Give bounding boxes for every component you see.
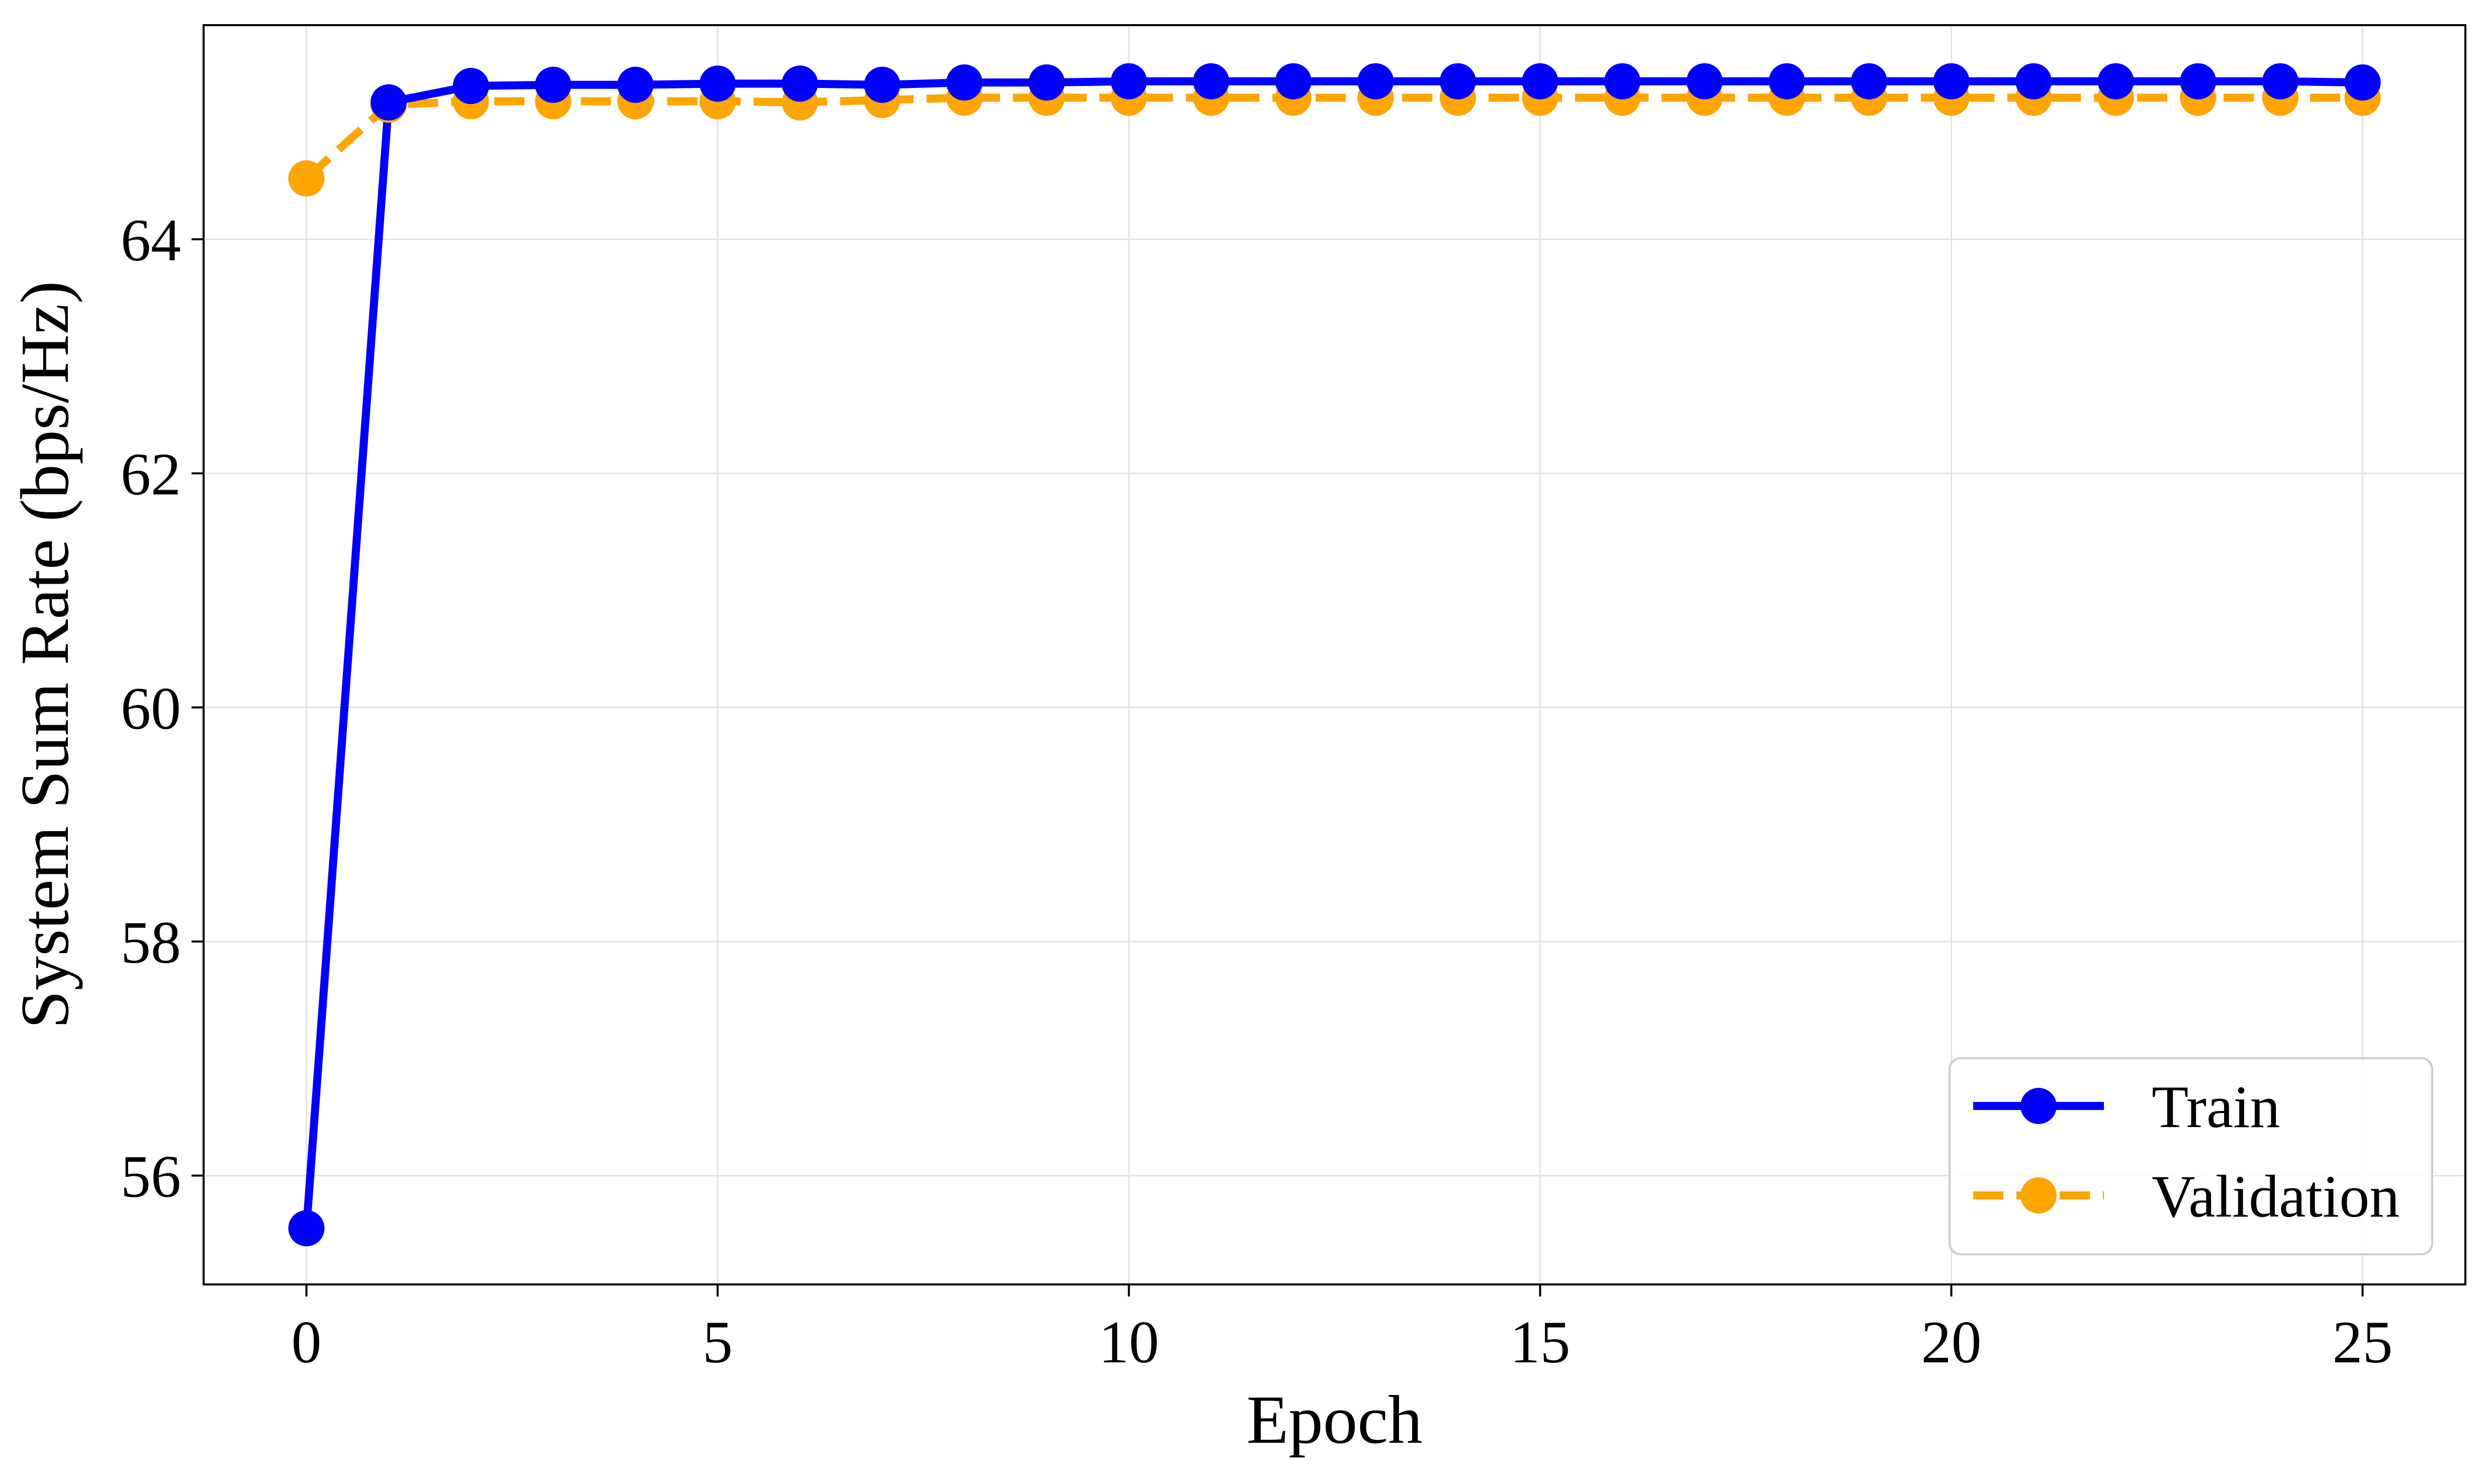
legend-validation-label: Validation (2152, 1163, 2400, 1230)
axis-ticks: 0 5 10 15 20 25 56 58 60 62 64 (121, 207, 2393, 1375)
y-tick-label: 62 (121, 441, 181, 508)
train-point (1604, 63, 1641, 100)
train-point (1769, 63, 1805, 100)
x-axis-label: Epoch (1247, 1381, 1423, 1458)
y-tick-label: 58 (121, 909, 181, 976)
legend: Train Validation (1949, 1057, 2433, 1255)
legend-validation-marker (2020, 1177, 2057, 1214)
train-point (535, 66, 572, 103)
train-point (2180, 63, 2217, 100)
x-tick-label: 10 (1099, 1309, 1159, 1375)
y-tick-label: 60 (121, 675, 181, 741)
legend-train-marker (2020, 1088, 2057, 1124)
train-point (864, 66, 900, 103)
x-tick-label: 0 (292, 1309, 322, 1375)
x-tick-label: 25 (2333, 1309, 2393, 1375)
train-point (699, 65, 736, 102)
series-layer (288, 63, 2381, 1247)
y-axis-label: System Sum Rate (bps/Hz) (7, 281, 83, 1029)
x-tick-label: 5 (703, 1309, 733, 1375)
train-point (1686, 63, 1723, 100)
train-point (1193, 63, 1230, 100)
legend-train-label: Train (2152, 1073, 2280, 1140)
validation-point (288, 160, 325, 197)
y-tick-label: 64 (121, 207, 181, 273)
train-point (782, 65, 818, 102)
train-point (2097, 63, 2134, 100)
train-point (2344, 64, 2381, 101)
train-point (1851, 63, 1887, 100)
train-point (371, 84, 407, 121)
train-point (1111, 63, 1147, 100)
grid-lines (204, 25, 2465, 1284)
plot-frame (203, 24, 2466, 1285)
train-point (2262, 63, 2298, 100)
y-tick-label: 56 (121, 1143, 181, 1210)
train-point (1933, 63, 1970, 100)
train-point (1522, 63, 1558, 100)
train-point (1275, 63, 1312, 100)
train-point (1439, 63, 1476, 100)
train-point (2015, 63, 2052, 100)
train-point (1357, 63, 1394, 100)
train-point (946, 64, 983, 101)
train-point (617, 66, 654, 103)
train-point (452, 68, 489, 105)
x-tick-label: 15 (1510, 1309, 1571, 1375)
train-point (288, 1210, 325, 1247)
x-tick-label: 20 (1921, 1309, 1982, 1375)
train-point (1028, 64, 1065, 101)
